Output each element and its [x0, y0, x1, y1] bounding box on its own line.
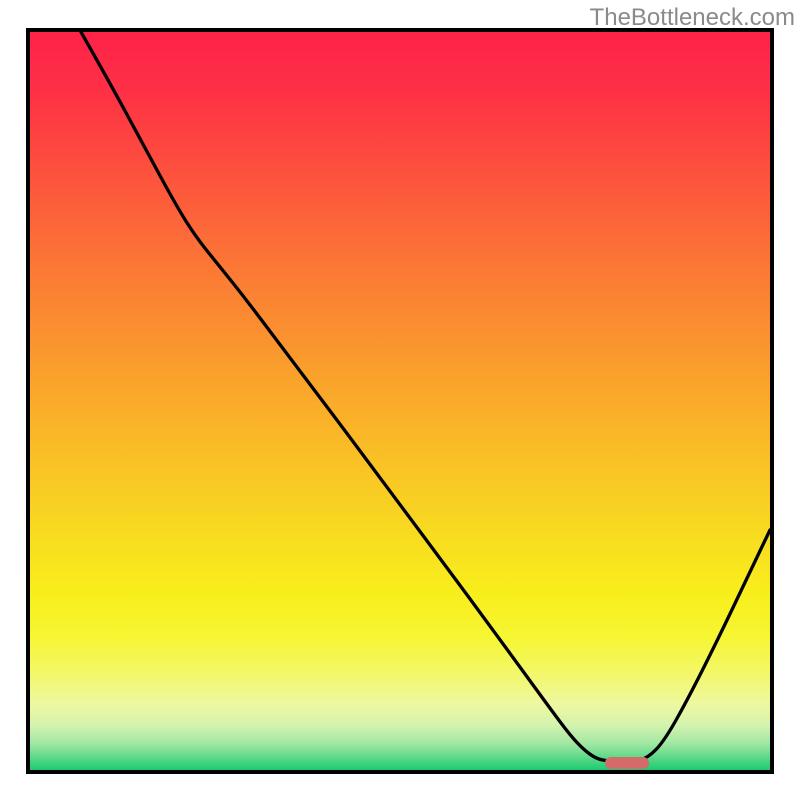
optimal-marker: [605, 757, 649, 769]
watermark-text: TheBottleneck.com: [590, 4, 795, 32]
bottleneck-chart: [0, 0, 800, 800]
